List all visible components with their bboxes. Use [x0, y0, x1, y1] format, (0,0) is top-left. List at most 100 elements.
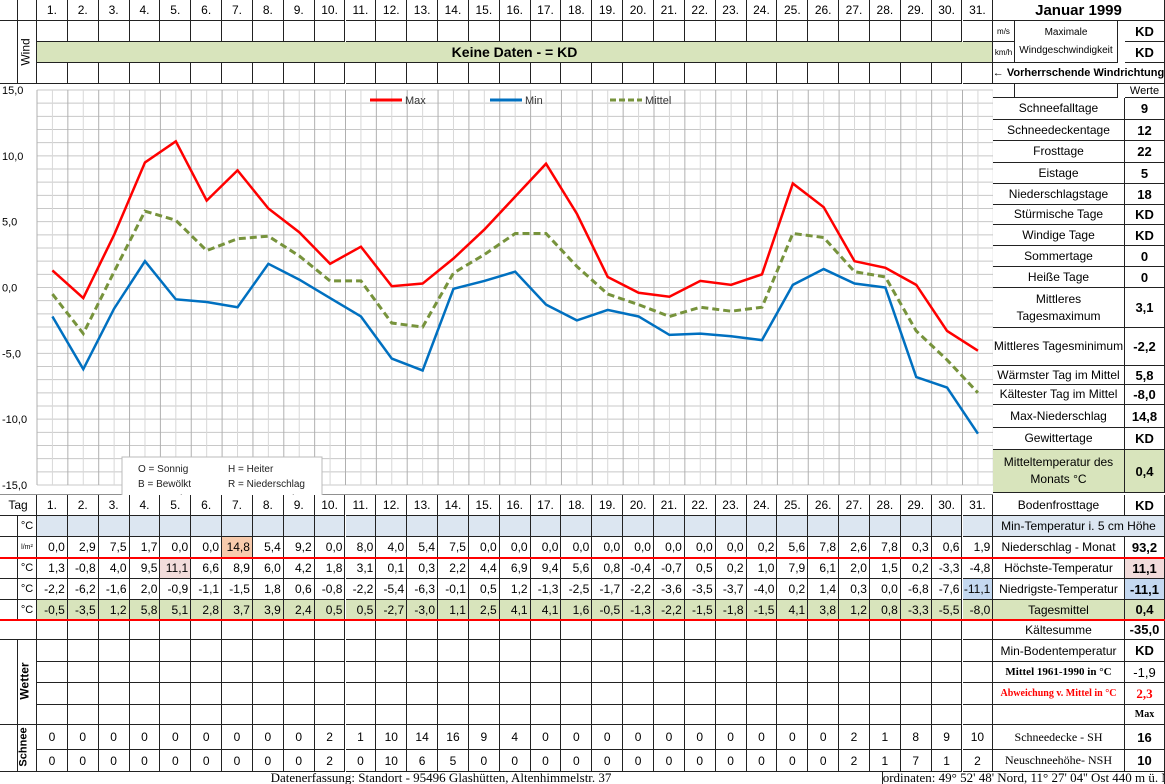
day-header: 28. [869, 495, 901, 516]
month-title: Januar 1999 [993, 0, 1165, 21]
blank [0, 620, 37, 640]
weather-cell [345, 662, 377, 683]
weather-cell [869, 705, 901, 725]
stat-label: Gewittertage [993, 428, 1125, 450]
day-header: 20. [623, 0, 654, 21]
wind-left [0, 21, 18, 84]
new-snow-cell: 0 [191, 750, 223, 772]
new-snow-cell: 0 [623, 750, 654, 772]
min-temp-cell: -5,4 [376, 579, 408, 600]
wind-cell [561, 21, 593, 42]
wind-cell [654, 63, 685, 84]
wind-cell [684, 21, 716, 42]
stat-label: Kältesumme [993, 620, 1125, 640]
weather-cell [530, 620, 562, 640]
new-snow-cell: 0 [222, 750, 253, 772]
weather-cell [67, 640, 99, 662]
weather-cell [931, 620, 963, 640]
max-temp-cell: 0,3 [407, 558, 439, 579]
wind-cell [808, 63, 840, 84]
snow-label: Schnee [17, 727, 30, 767]
max-temp-cell: -4,8 [962, 558, 994, 579]
min-temp-cell: -3,6 [654, 579, 685, 600]
weather-cell [746, 640, 778, 662]
weather-cell [931, 640, 963, 662]
snow-depth-cell: 0 [191, 725, 223, 750]
weather-cell [499, 662, 531, 683]
weather-cell [530, 683, 562, 705]
day-header: 3. [98, 0, 130, 21]
weather-cell [623, 662, 654, 683]
stat-label: Windige Tage [993, 225, 1125, 246]
stat-value: -8,0 [1125, 385, 1165, 405]
weather-cell [962, 620, 994, 640]
weather-cell [623, 620, 654, 640]
new-snow-cell: 0 [283, 750, 315, 772]
wind-cell [222, 21, 253, 42]
new-snow-cell: 1 [869, 750, 901, 772]
stat-label [993, 705, 1125, 725]
weather-cell [314, 683, 346, 705]
min-temp-cell: 0,2 [777, 579, 809, 600]
wind-cell [376, 21, 408, 42]
snow-depth-cell: 0 [283, 725, 315, 750]
mean-temp-cell: -0,5 [592, 600, 624, 620]
weather-cell [129, 705, 161, 725]
wind-cell [345, 63, 377, 84]
new-snow-cell: 0 [715, 750, 747, 772]
weather-cell [160, 662, 192, 683]
weather-cell [499, 683, 531, 705]
weather-cell [438, 683, 469, 705]
min5cm-cell [869, 516, 901, 537]
new-snow-cell: 7 [900, 750, 932, 772]
wind-label-cell [18, 21, 37, 84]
footer-station: Datenerfassung: Standort - 95496 Glashüt… [0, 772, 883, 784]
min-temp-cell: -1,6 [98, 579, 130, 600]
day-header: 27. [839, 495, 870, 516]
stat-label: Niederschlagstage [993, 184, 1125, 205]
day-header: 17. [530, 495, 562, 516]
day-header: 17. [530, 0, 562, 21]
wind-cell [592, 21, 624, 42]
wind-cell [283, 21, 315, 42]
precip-cell: 7,5 [438, 537, 469, 558]
min-temp-cell: 1,8 [252, 579, 284, 600]
weather-cell [345, 640, 377, 662]
max-temp-cell: -0,4 [623, 558, 654, 579]
stat-value: 0 [1125, 267, 1165, 288]
precip-cell: 0,0 [191, 537, 223, 558]
wind-cell [468, 21, 500, 42]
stat-label: Niedrigste-Temperatur [993, 579, 1125, 600]
weather-cell [746, 705, 778, 725]
min-temp-cell: -3,7 [715, 579, 747, 600]
min-temp-cell: -2,2 [623, 579, 654, 600]
stat-label: Mittleres Tagesminimum [993, 328, 1125, 366]
stat-label: Stürmische Tage [993, 205, 1125, 225]
wind-cell [160, 63, 192, 84]
precip-cell: 7,8 [869, 537, 901, 558]
wind-cell [808, 21, 840, 42]
day-header: 6. [191, 0, 223, 21]
separator-line [0, 619, 1165, 621]
wind-cell [530, 63, 562, 84]
weather-cell [314, 640, 346, 662]
legend-label: Min [525, 95, 543, 107]
day-header: 20. [623, 495, 654, 516]
wind-cell [623, 21, 654, 42]
day-header: 12. [376, 495, 408, 516]
row-unit: °C [18, 600, 37, 620]
stat-value: 3,1 [1125, 288, 1165, 328]
weather-cell [962, 640, 994, 662]
weather-cell [98, 683, 130, 705]
wind-cell [191, 21, 223, 42]
corner-cell [18, 0, 37, 21]
new-snow-cell: 0 [808, 750, 840, 772]
min-temp-cell: 1,2 [499, 579, 531, 600]
snow-depth-cell: 0 [37, 725, 68, 750]
new-snow-cell: 10 [376, 750, 408, 772]
weather-cell [98, 662, 130, 683]
snow-depth-cell: 0 [777, 725, 809, 750]
min5cm-cell [67, 516, 99, 537]
max-temp-cell: 1,8 [314, 558, 346, 579]
storm-strong-icon: ϟϟ [226, 494, 237, 495]
